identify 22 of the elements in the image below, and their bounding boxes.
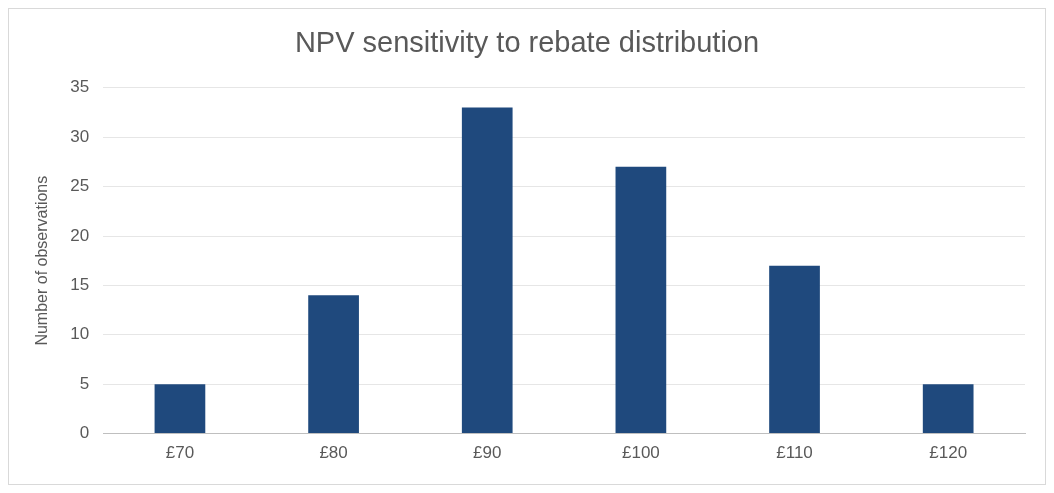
bar — [922, 384, 974, 434]
x-tick-label: £80 — [319, 443, 348, 463]
x-tick-label: £110 — [776, 443, 813, 463]
y-axis-title: Number of observations — [33, 175, 51, 346]
chart-title: NPV sensitivity to rebate distribution — [294, 26, 760, 59]
x-tick-label: £90 — [473, 443, 502, 463]
bar — [154, 384, 206, 434]
y-tick-label: 20 — [70, 225, 90, 245]
bar — [615, 166, 667, 434]
x-tick-label: £120 — [929, 443, 968, 463]
y-tick-label: 25 — [70, 176, 90, 196]
y-tick-label: 0 — [79, 423, 90, 443]
y-tick-label: 5 — [79, 373, 90, 393]
x-tick-label: £70 — [165, 443, 195, 463]
bar — [461, 107, 513, 434]
y-tick-label: 35 — [70, 77, 90, 97]
y-tick-label: 10 — [70, 324, 90, 344]
bar — [308, 295, 359, 434]
x-tick-label: £100 — [621, 443, 660, 463]
y-tick-label: 15 — [70, 275, 90, 295]
bar — [769, 265, 820, 434]
y-tick-label: 30 — [70, 126, 90, 146]
